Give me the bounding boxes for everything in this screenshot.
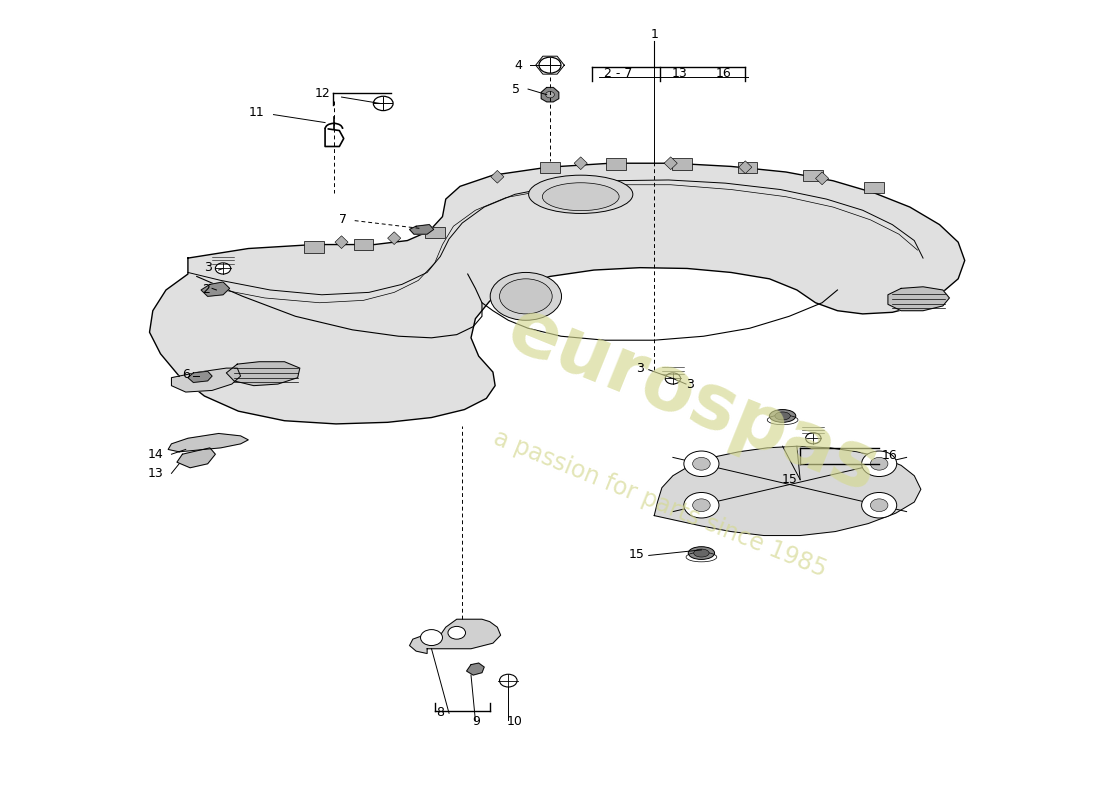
Text: 15: 15 [628, 548, 645, 561]
Circle shape [870, 499, 888, 512]
Text: 3: 3 [205, 261, 212, 274]
Text: 10: 10 [507, 714, 522, 728]
Circle shape [693, 499, 711, 512]
Polygon shape [815, 172, 828, 185]
Polygon shape [387, 232, 400, 245]
Polygon shape [541, 87, 559, 102]
Ellipse shape [499, 279, 552, 314]
Polygon shape [466, 663, 484, 675]
Polygon shape [201, 282, 230, 296]
Polygon shape [409, 619, 500, 654]
Circle shape [861, 451, 896, 477]
Bar [353, 239, 373, 250]
Text: 16: 16 [881, 450, 898, 462]
Circle shape [499, 674, 517, 687]
Polygon shape [334, 236, 348, 249]
Ellipse shape [769, 410, 795, 422]
Text: 16: 16 [715, 67, 732, 81]
Bar [305, 242, 324, 253]
Polygon shape [168, 434, 249, 452]
Text: a passion for parts since 1985: a passion for parts since 1985 [490, 426, 829, 582]
Text: 5: 5 [513, 82, 520, 95]
Polygon shape [172, 368, 241, 392]
Polygon shape [491, 170, 504, 183]
Ellipse shape [694, 549, 710, 557]
Text: 7: 7 [339, 214, 346, 226]
Ellipse shape [491, 273, 561, 320]
Polygon shape [188, 371, 212, 382]
Bar [606, 158, 626, 170]
Bar [672, 158, 692, 170]
Text: 15: 15 [782, 474, 797, 486]
Text: 2: 2 [202, 282, 210, 296]
Circle shape [693, 458, 711, 470]
Ellipse shape [529, 175, 632, 214]
Text: 1: 1 [650, 28, 658, 42]
Circle shape [373, 96, 393, 110]
Circle shape [684, 493, 719, 518]
Polygon shape [409, 225, 433, 234]
Bar [425, 227, 444, 238]
Text: 6: 6 [183, 368, 190, 381]
Circle shape [539, 57, 561, 73]
Bar [738, 162, 758, 173]
Ellipse shape [542, 182, 619, 210]
Bar [803, 170, 823, 181]
Bar [540, 162, 560, 173]
Text: 3: 3 [686, 378, 694, 390]
Text: 13: 13 [672, 67, 688, 81]
Text: 9: 9 [473, 714, 481, 728]
Polygon shape [574, 157, 587, 170]
Text: 3: 3 [637, 362, 645, 374]
Circle shape [448, 626, 465, 639]
Circle shape [861, 493, 896, 518]
Ellipse shape [774, 412, 790, 420]
Text: 11: 11 [249, 106, 265, 119]
Circle shape [870, 458, 888, 470]
Text: 13: 13 [148, 467, 164, 480]
Text: 14: 14 [148, 448, 164, 461]
Circle shape [546, 91, 554, 98]
Polygon shape [227, 362, 300, 386]
Circle shape [684, 451, 719, 477]
Circle shape [805, 433, 821, 444]
Polygon shape [664, 157, 678, 170]
Circle shape [420, 630, 442, 646]
Text: 2 - 7: 2 - 7 [604, 67, 632, 81]
Circle shape [666, 373, 681, 384]
Bar [864, 182, 883, 193]
Text: 12: 12 [315, 86, 331, 99]
Ellipse shape [689, 546, 715, 559]
Polygon shape [150, 163, 965, 424]
Polygon shape [888, 286, 949, 310]
Circle shape [216, 263, 231, 274]
Text: 8: 8 [437, 706, 444, 719]
Text: eurospas: eurospas [496, 292, 889, 508]
Polygon shape [654, 446, 921, 535]
Text: 4: 4 [515, 58, 522, 72]
Polygon shape [739, 161, 752, 174]
Polygon shape [177, 448, 216, 468]
